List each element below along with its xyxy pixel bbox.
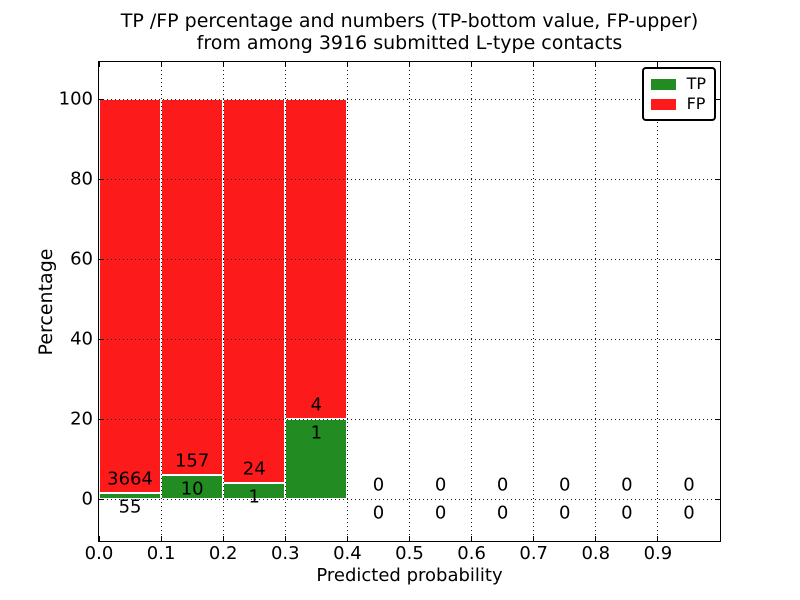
gridline-vertical <box>284 62 286 541</box>
x-tick-mark <box>533 536 535 541</box>
legend-entry-tp: TP <box>650 74 706 94</box>
tp-count-label: 10 <box>180 478 204 500</box>
x-tick-mark <box>222 62 224 67</box>
gridline-vertical <box>346 62 348 541</box>
annotations-layer: 3664 55 157 10 24 1 4 1 0 0 0 0 0 0 0 0 0 0 0 0 <box>99 62 720 541</box>
y-tick-label: 60 <box>70 248 93 270</box>
x-tick-label: 0.9 <box>643 543 673 564</box>
tp-count-label: 0 <box>372 502 385 524</box>
fp-count-label: 4 <box>310 394 323 416</box>
y-tick-mark <box>99 258 104 260</box>
fp-legend-swatch-icon <box>650 98 676 110</box>
y-tick-label: 80 <box>70 168 93 190</box>
x-tick-mark <box>657 536 659 541</box>
x-tick-mark <box>595 536 597 541</box>
x-tick-mark <box>346 536 348 541</box>
y-tick-mark <box>99 178 104 180</box>
bar-segment-tp <box>99 493 162 499</box>
x-tick-mark <box>160 536 162 541</box>
fp-count-label: 0 <box>559 474 571 496</box>
y-tick-label: 20 <box>70 408 93 430</box>
gridline-vertical <box>533 62 535 541</box>
bar-segment-fp <box>161 99 224 476</box>
fp-count-label: 0 <box>621 474 633 496</box>
fp-count-label: 24 <box>242 458 266 480</box>
tp-count-label: 0 <box>559 502 571 524</box>
y-tick-label: 40 <box>70 328 93 350</box>
y-tick-mark <box>715 98 720 100</box>
tp-count-label: 0 <box>683 502 695 524</box>
y-tick-mark <box>715 418 720 420</box>
x-tick-mark <box>409 62 410 67</box>
x-tick-label: 0.5 <box>395 543 424 564</box>
tp-legend-label: TP <box>686 74 706 93</box>
tp-count-label: 0 <box>496 502 509 524</box>
x-tick-label: 0.1 <box>146 543 176 564</box>
legend: TP FP <box>641 67 716 121</box>
y-tick-mark <box>715 258 720 260</box>
tick-marks-layer <box>98 62 720 541</box>
x-tick-label: 0.6 <box>457 543 486 564</box>
chart-title-line1: TP /FP percentage and numbers (TP-bottom… <box>120 10 699 32</box>
tp-count-label: 1 <box>310 422 323 444</box>
fp-count-label: 0 <box>496 474 509 496</box>
y-tick-mark <box>99 98 104 100</box>
x-tick-mark <box>471 536 473 541</box>
x-tick-label: 0.7 <box>519 543 549 564</box>
x-tick-mark <box>657 62 659 67</box>
grid-layer <box>99 62 720 541</box>
fp-legend-label: FP <box>686 94 706 113</box>
chart-title: TP /FP percentage and numbers (TP-bottom… <box>98 10 721 54</box>
x-tick-label: 0.4 <box>333 543 362 564</box>
x-tick-mark <box>595 62 597 67</box>
x-axis-label: Predicted probability <box>316 565 503 586</box>
fp-count-label: 0 <box>683 474 695 496</box>
legend-entry-fp: FP <box>650 94 706 114</box>
tp-count-label: 0 <box>621 502 633 524</box>
y-tick-label: 0 <box>81 488 93 510</box>
y-tick-mark <box>715 498 720 500</box>
y-tick-mark <box>99 498 104 500</box>
bar-segment-tp <box>161 475 224 499</box>
x-tick-mark <box>222 536 224 541</box>
x-tick-mark <box>284 536 286 541</box>
y-tick-mark <box>715 338 720 340</box>
x-tick-mark <box>284 62 286 67</box>
x-tick-mark <box>346 62 348 67</box>
x-tick-mark <box>533 62 535 67</box>
plot-area: 3664 55 157 10 24 1 4 1 0 0 0 0 0 0 0 0 0 0 0 0 TP FP <box>98 61 721 542</box>
chart-title-line2: from among 3916 submitted L-type contact… <box>196 32 623 54</box>
y-tick-mark <box>99 338 104 340</box>
x-tick-label: 0.0 <box>84 543 114 564</box>
x-tick-mark <box>160 62 162 67</box>
x-tick-mark <box>471 62 473 67</box>
y-tick-mark <box>715 178 720 180</box>
gridline-vertical <box>409 62 410 541</box>
tp-count-label: 55 <box>118 496 142 518</box>
x-tick-label: 0.8 <box>581 543 611 564</box>
gridline-vertical <box>657 62 659 541</box>
y-tick-mark <box>99 418 104 420</box>
x-tick-mark <box>98 536 100 541</box>
tp-count-label: 1 <box>248 486 260 508</box>
tp-legend-swatch-icon <box>650 78 676 90</box>
gridline-vertical <box>222 62 224 541</box>
y-tick-label: 100 <box>58 88 93 110</box>
x-tick-mark <box>409 536 410 541</box>
bars-layer <box>99 62 720 541</box>
gridline-vertical <box>160 62 162 541</box>
tp-count-label: 0 <box>434 502 447 524</box>
fp-count-label: 3664 <box>107 468 153 490</box>
fp-count-label: 0 <box>372 474 385 496</box>
fp-count-label: 0 <box>434 474 447 496</box>
gridline-vertical <box>471 62 473 541</box>
bar-segment-fp <box>99 99 162 494</box>
x-tick-label: 0.3 <box>270 543 300 564</box>
x-tick-mark <box>98 62 100 67</box>
x-tick-label: 0.2 <box>208 543 238 564</box>
fp-count-label: 157 <box>174 450 210 472</box>
gridline-vertical <box>595 62 597 541</box>
